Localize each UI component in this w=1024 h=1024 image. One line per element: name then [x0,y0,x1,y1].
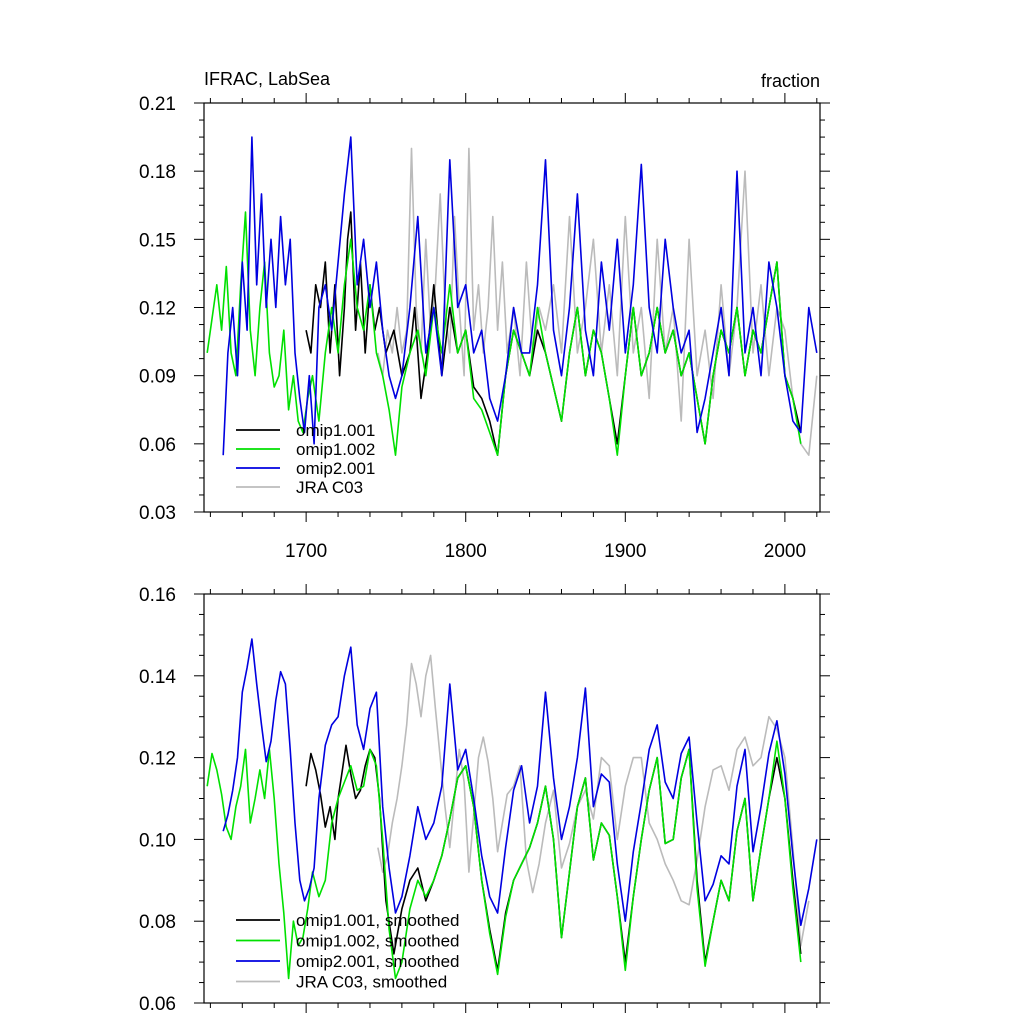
x-tick-label: 1700 [285,541,327,562]
y-tick-label: 0.09 [139,367,176,388]
y-tick-label: 0.21 [139,94,176,115]
y-tick-label: 0.06 [139,435,176,456]
series-line-jra-c03-smoothed [377,654,810,947]
y-tick-label: 0.12 [139,299,176,320]
y-tick-label: 0.03 [139,503,176,524]
series-line-omip1-002 [206,211,802,457]
legend-label: omip2.001, smoothed [296,952,460,971]
legend-label: omip1.002, smoothed [296,932,460,951]
y-tick-label: 0.12 [139,749,176,770]
legend-label: omip2.001 [296,459,375,478]
panel-title: IFRAC, LabSea [204,69,331,89]
y-tick-label: 0.18 [139,162,176,183]
y-tick-label: 0.15 [139,230,176,251]
y-tick-label: 0.08 [139,912,176,933]
series-line-omip1-002-smoothed [206,740,802,980]
legend-label: omip1.001 [296,421,375,440]
y-tick-label: 0.10 [139,830,176,851]
legend-label: JRA C03, smoothed [296,973,447,992]
bottom-panel: 0.06 0.08 0.10 0.12 0.14 0.16 omip1.001, smoot… [139,584,830,1015]
x-tick-label: 2000 [764,541,806,562]
x-tick-label: 1900 [604,541,646,562]
legend-label: omip1.002 [296,440,375,459]
legend-label: JRA C03 [296,478,363,497]
series-line-omip2-001-smoothed [222,638,818,927]
top-panel: IFRAC, LabSea fraction 0.03 0.06 0.09 0.12 0… [139,69,830,562]
panel-units: fraction [761,71,820,91]
y-tick-label: 0.16 [139,585,176,606]
x-tick-label: 1800 [445,541,487,562]
y-tick-label: 0.14 [139,667,176,688]
y-tick-label: 0.06 [139,994,176,1015]
legend-label: omip1.001, smoothed [296,911,460,930]
series-line-omip2-001 [222,136,818,456]
